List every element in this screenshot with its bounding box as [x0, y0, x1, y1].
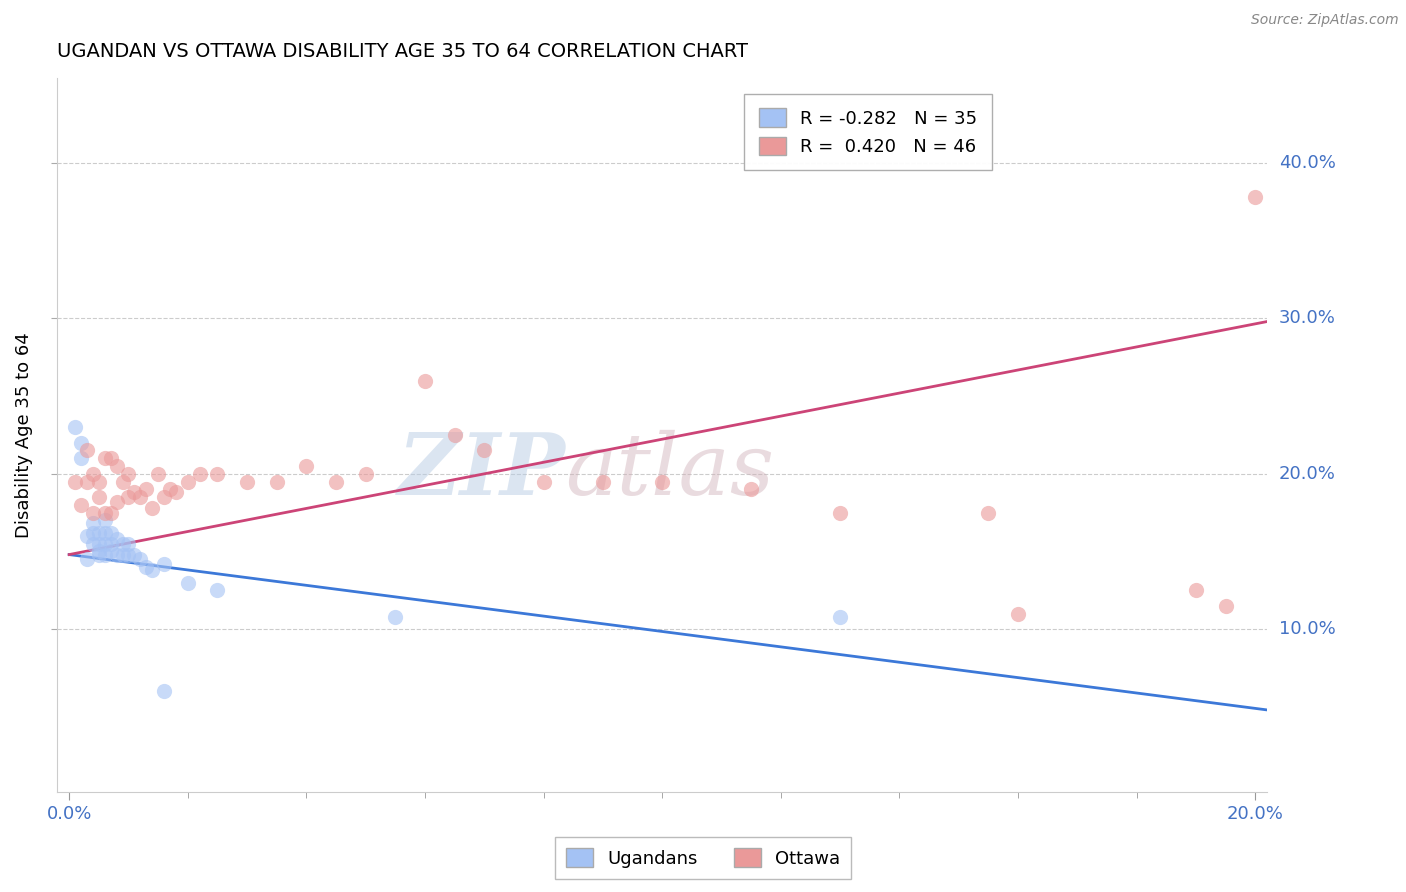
Point — [1215, 599, 1237, 613]
Point — [111, 537, 134, 551]
Point — [129, 552, 152, 566]
Text: ZIP: ZIP — [398, 429, 565, 512]
Point — [100, 506, 122, 520]
Point — [70, 498, 93, 512]
Point — [94, 525, 117, 540]
Point — [129, 490, 152, 504]
Point — [105, 458, 128, 473]
Text: 20.0%: 20.0% — [1279, 465, 1336, 483]
Point — [124, 548, 146, 562]
Point — [159, 483, 181, 497]
Point — [177, 575, 200, 590]
Point — [830, 609, 852, 624]
Point — [153, 490, 176, 504]
Point — [117, 537, 139, 551]
Text: UGANDAN VS OTTAWA DISABILITY AGE 35 TO 64 CORRELATION CHART: UGANDAN VS OTTAWA DISABILITY AGE 35 TO 6… — [58, 42, 748, 61]
Point — [100, 537, 122, 551]
Point — [70, 451, 93, 466]
Point — [63, 420, 86, 434]
Point — [740, 483, 762, 497]
Point — [977, 506, 1000, 520]
Point — [76, 529, 98, 543]
Point — [82, 525, 104, 540]
Point — [100, 544, 122, 558]
Point — [105, 494, 128, 508]
Point — [443, 428, 465, 442]
Point — [105, 532, 128, 546]
Point — [117, 548, 139, 562]
Point — [135, 560, 157, 574]
Point — [100, 451, 122, 466]
Point — [100, 525, 122, 540]
Point — [87, 548, 110, 562]
Point — [651, 475, 673, 489]
Text: Source: ZipAtlas.com: Source: ZipAtlas.com — [1251, 13, 1399, 28]
Point — [207, 467, 229, 481]
Point — [153, 557, 176, 571]
Point — [76, 552, 98, 566]
Point — [94, 451, 117, 466]
Point — [87, 544, 110, 558]
Point — [533, 475, 555, 489]
Point — [830, 506, 852, 520]
Point — [592, 475, 614, 489]
Point — [1185, 583, 1208, 598]
Point — [70, 435, 93, 450]
Point — [384, 609, 406, 624]
Point — [94, 513, 117, 527]
Point — [87, 525, 110, 540]
Point — [63, 475, 86, 489]
Legend: Ugandans, Ottawa: Ugandans, Ottawa — [555, 838, 851, 879]
Point — [236, 475, 259, 489]
Point — [87, 475, 110, 489]
Point — [82, 537, 104, 551]
Point — [153, 684, 176, 698]
Point — [117, 490, 139, 504]
Point — [141, 563, 163, 577]
Point — [105, 548, 128, 562]
Point — [94, 548, 117, 562]
Point — [87, 490, 110, 504]
Point — [94, 506, 117, 520]
Point — [295, 458, 318, 473]
Point — [472, 443, 495, 458]
Point — [76, 475, 98, 489]
Point — [124, 485, 146, 500]
Text: 30.0%: 30.0% — [1279, 310, 1336, 327]
Point — [117, 467, 139, 481]
Point — [141, 500, 163, 515]
Point — [146, 467, 169, 481]
Point — [1244, 190, 1267, 204]
Point — [82, 516, 104, 531]
Point — [207, 583, 229, 598]
Point — [165, 485, 187, 500]
Point — [111, 475, 134, 489]
Text: atlas: atlas — [565, 429, 775, 512]
Point — [266, 475, 288, 489]
Y-axis label: Disability Age 35 to 64: Disability Age 35 to 64 — [15, 332, 32, 538]
Text: 10.0%: 10.0% — [1279, 620, 1336, 638]
Point — [111, 548, 134, 562]
Text: 40.0%: 40.0% — [1279, 154, 1336, 172]
Point — [87, 537, 110, 551]
Point — [82, 467, 104, 481]
Point — [413, 374, 436, 388]
Point — [177, 475, 200, 489]
Point — [188, 467, 211, 481]
Point — [325, 475, 347, 489]
Point — [82, 506, 104, 520]
Legend: R = -0.282   N = 35, R =  0.420   N = 46: R = -0.282 N = 35, R = 0.420 N = 46 — [744, 94, 993, 170]
Point — [354, 467, 377, 481]
Point — [135, 483, 157, 497]
Point — [94, 537, 117, 551]
Point — [76, 443, 98, 458]
Point — [1007, 607, 1029, 621]
